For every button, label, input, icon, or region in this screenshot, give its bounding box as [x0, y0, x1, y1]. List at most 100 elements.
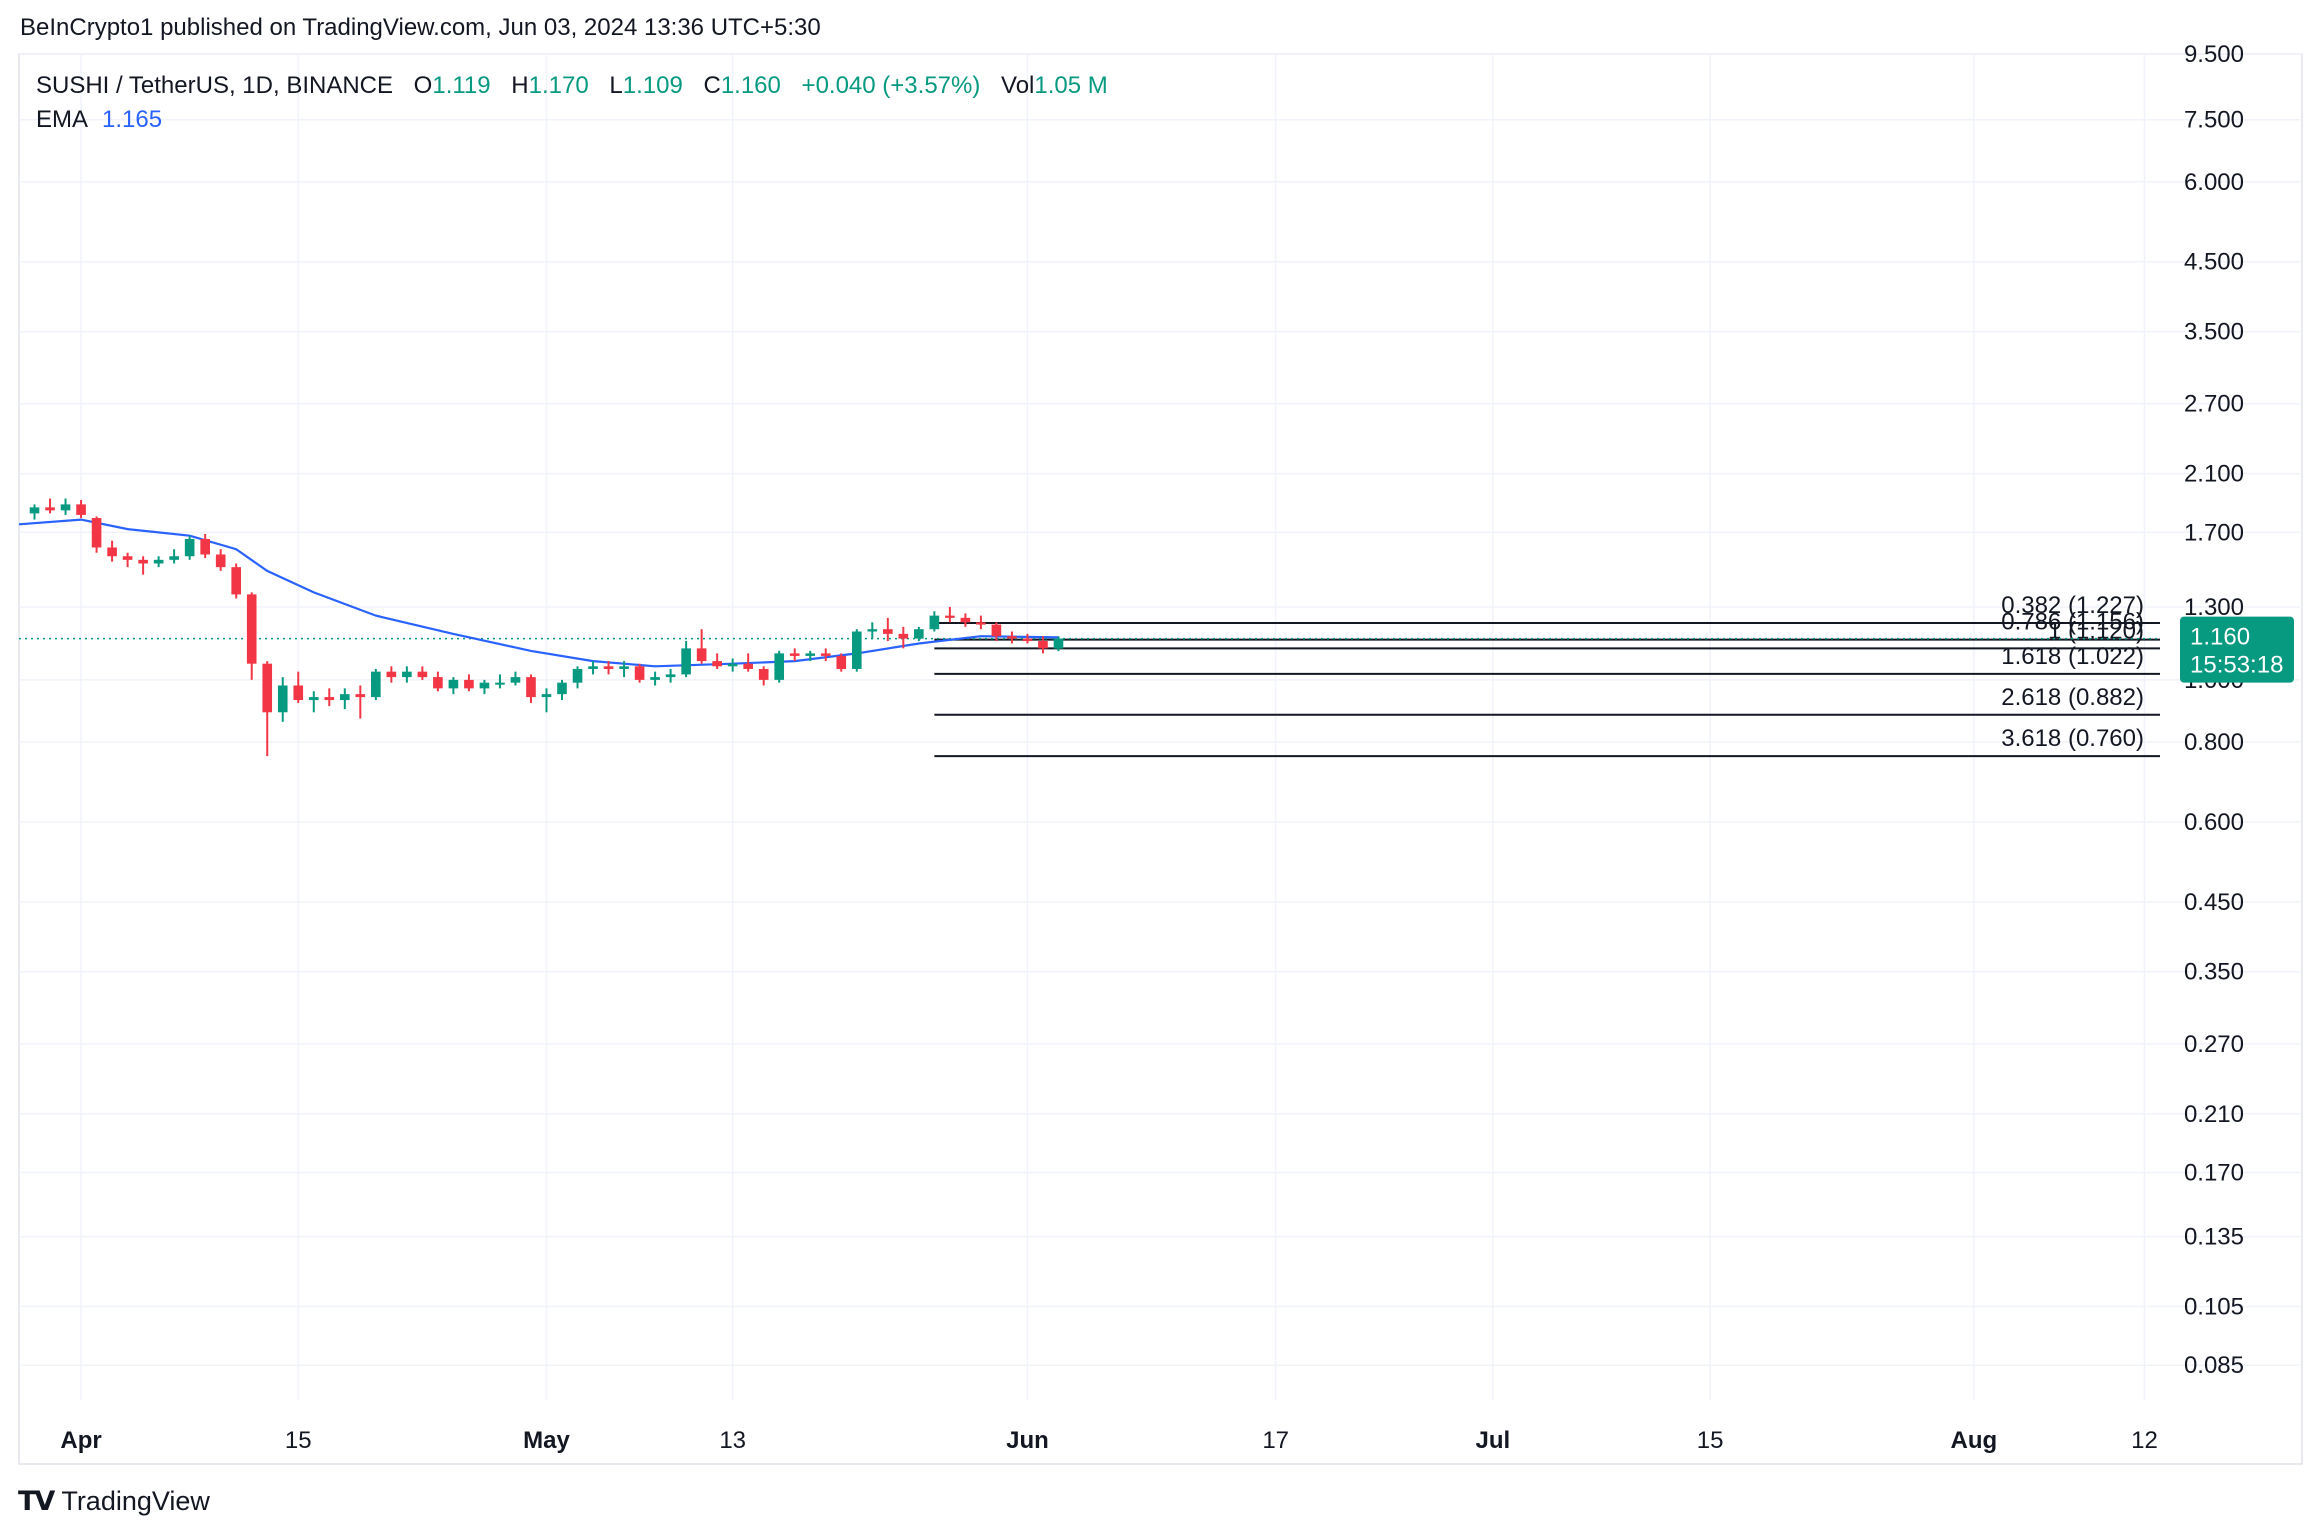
published-attribution: BeInCrypto1 published on TradingView.com… — [20, 14, 821, 41]
candle[interactable] — [76, 499, 86, 519]
candle-body — [184, 538, 195, 557]
candle[interactable] — [262, 661, 273, 757]
candle[interactable] — [45, 498, 55, 514]
candle[interactable] — [588, 661, 598, 675]
candle[interactable] — [355, 685, 366, 719]
x-tick-label: Apr — [60, 1427, 101, 1454]
candle[interactable] — [417, 666, 428, 680]
candle[interactable] — [153, 556, 164, 568]
candle[interactable] — [107, 540, 117, 562]
symbol-legend: SUSHI / TetherUS, 1D, BINANCE O1.119 H1.… — [36, 72, 1108, 100]
candle[interactable] — [448, 677, 459, 695]
candle[interactable] — [324, 688, 335, 707]
time-axis[interactable]: Apr 15 May 13 Jun 17 Jul 15 Aug 12 — [60, 1427, 2157, 1454]
candle[interactable] — [960, 613, 971, 627]
candle[interactable] — [184, 535, 195, 560]
candle[interactable] — [914, 626, 924, 642]
candle[interactable] — [929, 611, 940, 632]
candle[interactable] — [603, 661, 614, 675]
candle[interactable] — [805, 650, 816, 662]
candle[interactable] — [758, 666, 769, 686]
candle[interactable] — [386, 666, 397, 683]
candle-body — [681, 648, 691, 675]
price-axis[interactable]: 9.500 7.500 6.000 4.500 3.500 2.700 2.100 1.700… — [2184, 41, 2244, 1379]
candle[interactable] — [215, 549, 226, 571]
candle[interactable] — [634, 663, 645, 683]
candle[interactable] — [867, 622, 878, 639]
candle[interactable] — [169, 549, 179, 564]
symbol-name[interactable]: SUSHI / TetherUS, 1D, BINANCE — [36, 72, 393, 99]
candle[interactable] — [712, 653, 722, 669]
candle-body — [603, 666, 614, 669]
candle[interactable] — [402, 666, 412, 683]
candle-body — [588, 666, 598, 669]
candle-body — [371, 671, 381, 698]
candle[interactable] — [1022, 633, 1033, 644]
candle[interactable] — [665, 668, 676, 683]
candle[interactable] — [1007, 631, 1017, 644]
candle-body — [200, 538, 210, 555]
candle[interactable] — [479, 679, 490, 695]
candle-body — [650, 677, 660, 680]
candle[interactable] — [976, 615, 986, 630]
candle[interactable] — [820, 648, 831, 662]
candle[interactable] — [277, 677, 288, 722]
candle[interactable] — [60, 498, 71, 515]
price-badge-bg — [2180, 616, 2294, 683]
candle[interactable] — [743, 653, 753, 672]
candle[interactable] — [138, 556, 148, 575]
candle[interactable] — [774, 650, 785, 683]
candle[interactable] — [619, 661, 629, 678]
candle[interactable] — [572, 666, 583, 689]
candle[interactable] — [29, 504, 40, 520]
candle[interactable] — [836, 653, 847, 672]
candle-body — [541, 694, 552, 698]
candle[interactable] — [541, 688, 552, 713]
candle[interactable] — [371, 668, 381, 701]
candle-body — [727, 663, 738, 667]
fibonacci-extension[interactable]: 0.382 (1.227)0.786 (1.156)1 (1.120)1.618… — [934, 592, 2160, 758]
candle[interactable] — [231, 563, 242, 599]
candle[interactable] — [883, 617, 893, 642]
candle-body — [339, 694, 350, 701]
candle[interactable] — [200, 534, 210, 559]
tradingview-logo-icon: 𝗧𝗩 — [18, 1486, 55, 1516]
candle[interactable] — [557, 679, 567, 701]
candle[interactable] — [526, 674, 536, 704]
candle[interactable] — [308, 691, 319, 713]
candle[interactable] — [650, 671, 660, 686]
candle[interactable] — [1038, 636, 1048, 654]
y-tick-label: 0.600 — [2184, 809, 2244, 836]
candle[interactable] — [991, 622, 1002, 642]
candle[interactable] — [495, 674, 505, 689]
low-value: 1.109 — [622, 72, 683, 99]
candle[interactable] — [339, 688, 350, 710]
candle[interactable] — [510, 671, 521, 686]
candle[interactable] — [727, 658, 738, 672]
candle[interactable] — [851, 629, 862, 672]
ema-legend[interactable]: EMA 1.165 — [36, 106, 162, 134]
candle[interactable] — [293, 671, 304, 704]
candle[interactable] — [464, 674, 474, 692]
candle-body — [355, 694, 366, 698]
ema-series-line — [18, 518, 1059, 668]
candle[interactable] — [91, 516, 102, 553]
candle[interactable] — [898, 626, 909, 649]
candles[interactable] — [29, 498, 1064, 757]
tradingview-brand[interactable]: 𝗧𝗩 TradingView — [18, 1486, 210, 1517]
high-value: 1.170 — [528, 72, 589, 99]
chart-border — [18, 53, 2303, 1465]
candle[interactable] — [433, 671, 443, 692]
candle[interactable] — [122, 552, 133, 568]
candle-body — [665, 674, 676, 678]
candle[interactable] — [696, 629, 707, 664]
candle-body — [820, 653, 831, 656]
candle[interactable] — [945, 606, 955, 623]
candle[interactable] — [681, 641, 691, 678]
y-tick-label: 0.105 — [2184, 1293, 2244, 1320]
candle[interactable] — [246, 592, 257, 680]
candle[interactable] — [1053, 636, 1064, 652]
candle[interactable] — [789, 648, 800, 662]
candle-body — [1022, 638, 1033, 642]
